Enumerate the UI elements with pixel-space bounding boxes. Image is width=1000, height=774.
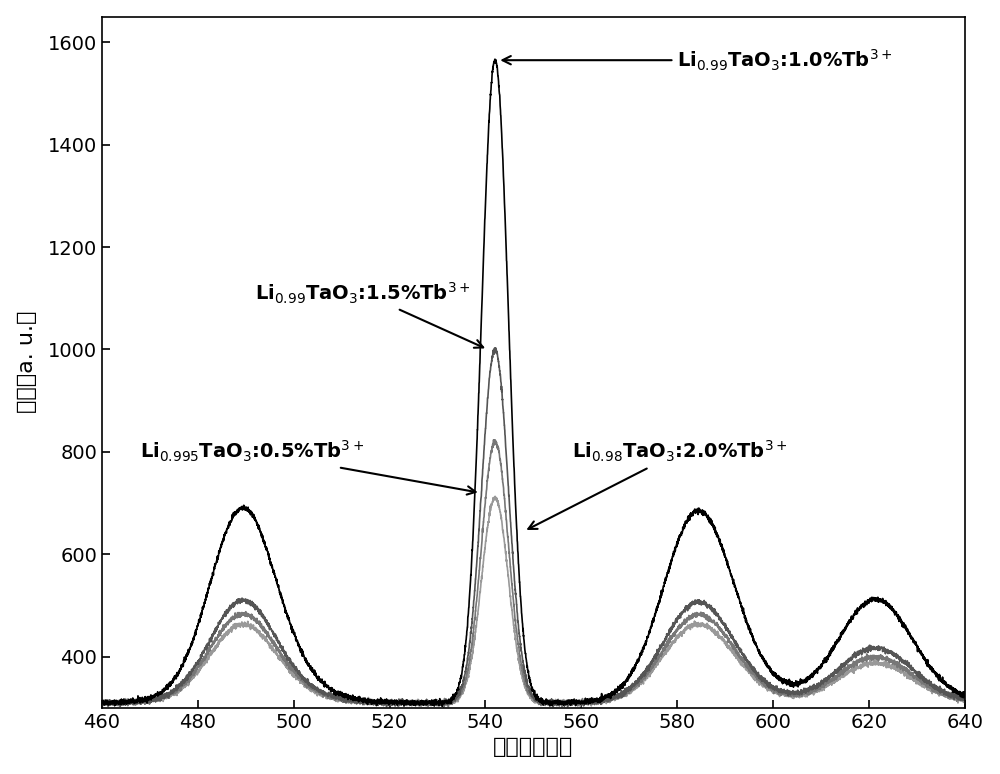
Text: Li$_{0.99}$TaO$_3$:1.5%Tb$^{3+}$: Li$_{0.99}$TaO$_3$:1.5%Tb$^{3+}$ [255,280,483,348]
X-axis label: 波长（纳米）: 波长（纳米） [493,738,573,757]
Y-axis label: 强度（a. u.）: 强度（a. u.） [17,311,37,413]
Text: Li$_{0.98}$TaO$_3$:2.0%Tb$^{3+}$: Li$_{0.98}$TaO$_3$:2.0%Tb$^{3+}$ [528,440,787,529]
Text: Li$_{0.995}$TaO$_3$:0.5%Tb$^{3+}$: Li$_{0.995}$TaO$_3$:0.5%Tb$^{3+}$ [140,440,476,495]
Text: Li$_{0.99}$TaO$_3$:1.0%Tb$^{3+}$: Li$_{0.99}$TaO$_3$:1.0%Tb$^{3+}$ [503,47,893,73]
